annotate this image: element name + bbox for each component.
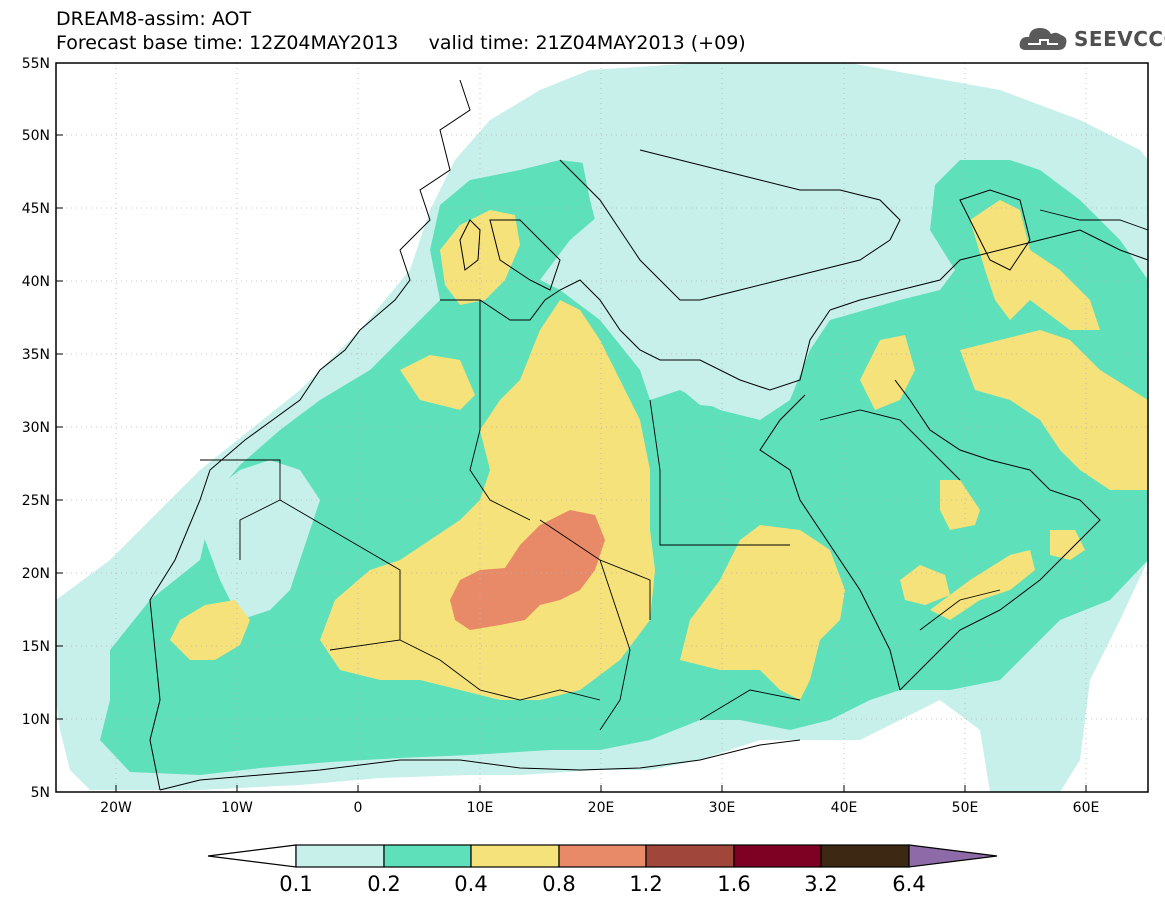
x-tick-labels: 20W 10W 0 10E 20E 30E 40E 50E 60E (100, 800, 1099, 816)
aot-contour-0.1-hole (200, 460, 320, 620)
graticule (56, 63, 1148, 792)
tick-marks (56, 62, 1087, 793)
x-tick-label: 20W (100, 800, 132, 816)
y-tick-label: 50N (22, 128, 50, 144)
y-tick-labels: 5N 10N 15N 20N 25N 30N 35N 40N 45N 50N 5… (22, 56, 50, 801)
x-tick-label: 30E (709, 800, 736, 816)
x-tick-label: 20E (588, 800, 615, 816)
colorbar-segment (295, 844, 385, 868)
aot-contour-0.8 (450, 510, 605, 630)
aot-contour-0.4 (1050, 530, 1085, 560)
x-tick-label: 0 (354, 800, 363, 816)
y-tick-label: 40N (22, 274, 50, 290)
colorbar-label: 0.1 (279, 872, 312, 896)
aot-contour-0.4 (320, 300, 655, 700)
y-tick-label: 25N (22, 493, 50, 509)
colorbar-label: 1.2 (629, 872, 662, 896)
x-tick-label: 60E (1073, 800, 1100, 816)
aot-contour-0.4 (940, 480, 980, 530)
x-tick-label: 10E (467, 800, 494, 816)
y-tick-label: 5N (31, 785, 50, 801)
y-tick-label: 35N (22, 347, 50, 363)
colorbar-label: 0.4 (454, 872, 487, 896)
y-tick-label: 55N (22, 56, 50, 72)
colorbar-label: 6.4 (892, 872, 925, 896)
colorbar-label: 0.2 (367, 872, 400, 896)
aot-contour-0.4 (900, 565, 950, 605)
y-tick-label: 10N (22, 712, 50, 728)
aot-contour-0.4 (170, 600, 250, 660)
y-tick-label: 20N (22, 566, 50, 582)
colorbar-labels: 0.1 0.2 0.4 0.8 1.2 1.6 3.2 6.4 (279, 872, 925, 896)
aot-contour-0.4 (440, 210, 520, 305)
colorbar-segment (558, 844, 647, 868)
forecast-time-subtitle: Forecast base time: 12Z04MAY2013 valid t… (56, 32, 746, 54)
map-title: DREAM8-assim: AOT (56, 8, 252, 30)
aot-contour-0.4 (970, 200, 1100, 330)
colorbar (207, 844, 998, 868)
x-tick-label: 40E (831, 800, 858, 816)
cloud-logo-icon (1019, 28, 1067, 50)
aot-contour-0.1-hole (580, 100, 905, 410)
logo-text: SEEVCCC (1074, 27, 1165, 51)
colorbar-segment (207, 844, 297, 868)
colorbar-label: 3.2 (804, 872, 837, 896)
y-tick-label: 45N (22, 201, 50, 217)
country-borders (200, 209, 1148, 731)
aot-field (56, 63, 1148, 792)
colorbar-segment (645, 844, 735, 868)
y-tick-label: 30N (22, 420, 50, 436)
colorbar-label: 0.8 (542, 872, 575, 896)
aot-contour-0.4 (680, 525, 845, 700)
y-tick-label: 15N (22, 639, 50, 655)
colorbar-label: 1.6 (717, 872, 750, 896)
colorbar-segment (820, 844, 910, 868)
aot-contour-0.4 (960, 330, 1148, 490)
colorbar-segment (383, 844, 472, 868)
colorbar-segment (733, 844, 822, 868)
x-tick-label: 10W (221, 800, 253, 816)
seevccc-logo: SEEVCCC (1018, 22, 1165, 56)
coastlines (149, 79, 1148, 791)
colorbar-segment (470, 844, 560, 868)
aot-contour-0.4 (400, 355, 475, 410)
x-tick-label: 50E (952, 800, 979, 816)
colorbar-segment (908, 844, 998, 868)
